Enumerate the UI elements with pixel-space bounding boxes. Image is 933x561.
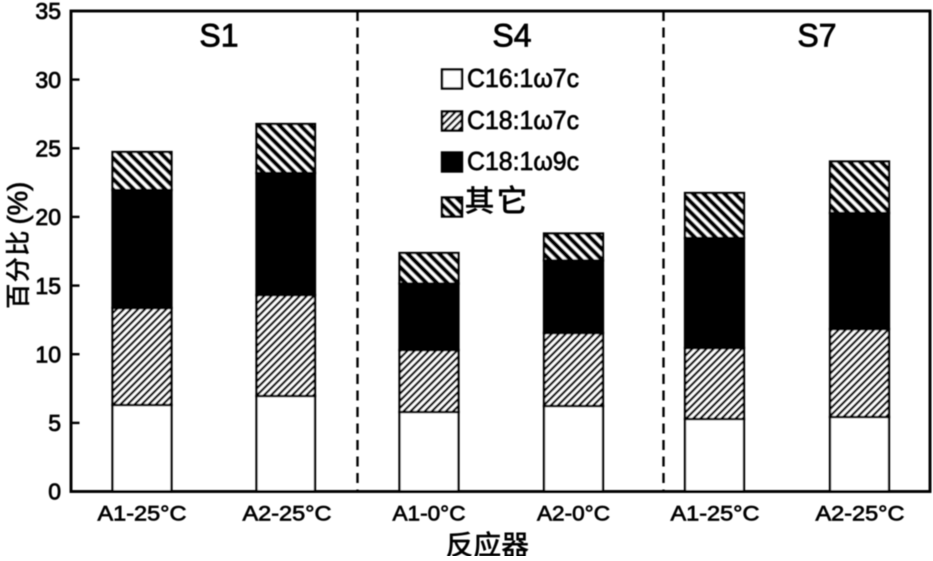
svg-text:20: 20: [35, 204, 61, 230]
svg-text:C18:1ω9c: C18:1ω9c: [467, 146, 579, 176]
svg-text:S4: S4: [492, 18, 531, 54]
svg-text:A2-25°C: A2-25°C: [243, 503, 332, 526]
svg-text:A1-25°C: A1-25°C: [671, 503, 760, 526]
svg-text:C18:1ω7c: C18:1ω7c: [467, 105, 579, 135]
svg-text:0: 0: [48, 479, 61, 505]
svg-text:10: 10: [35, 341, 61, 367]
svg-text:30: 30: [35, 67, 61, 93]
svg-text:A1-25°C: A1-25°C: [98, 503, 187, 526]
svg-text:A2-0°C: A2-0°C: [537, 503, 610, 526]
svg-text:5: 5: [48, 410, 61, 436]
svg-text:C16:1ω7c: C16:1ω7c: [467, 63, 579, 93]
svg-text:35: 35: [35, 0, 61, 24]
svg-text:15: 15: [35, 273, 61, 299]
svg-text:25: 25: [35, 136, 61, 162]
svg-text:A1-0°C: A1-0°C: [393, 503, 466, 526]
svg-text:S1: S1: [199, 18, 238, 54]
svg-text:A2-25°C: A2-25°C: [816, 503, 905, 526]
svg-text:(%): (%): [2, 182, 33, 225]
svg-text:S7: S7: [797, 18, 836, 54]
